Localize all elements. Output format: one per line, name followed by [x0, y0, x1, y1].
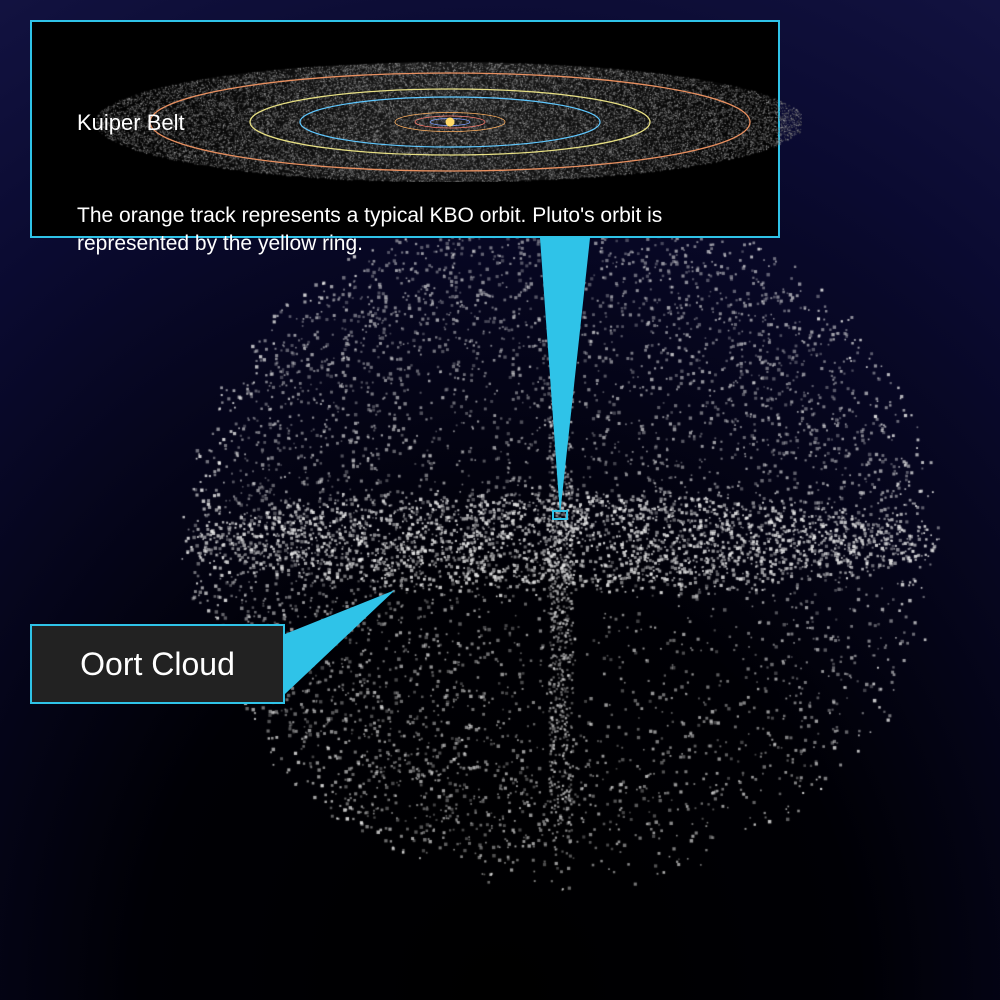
oort-cloud-label: Oort Cloud	[80, 646, 235, 683]
kuiper-belt-description: The orange track represents a typical KB…	[77, 202, 748, 259]
oort-pointer-triangle	[285, 590, 395, 694]
oort-cloud-callout: Oort Cloud	[30, 624, 285, 704]
kuiper-belt-title: Kuiper Belt	[77, 110, 185, 136]
sun-icon	[446, 118, 455, 127]
kuiper-belt-callout: Kuiper Belt The orange track represents …	[30, 20, 780, 238]
